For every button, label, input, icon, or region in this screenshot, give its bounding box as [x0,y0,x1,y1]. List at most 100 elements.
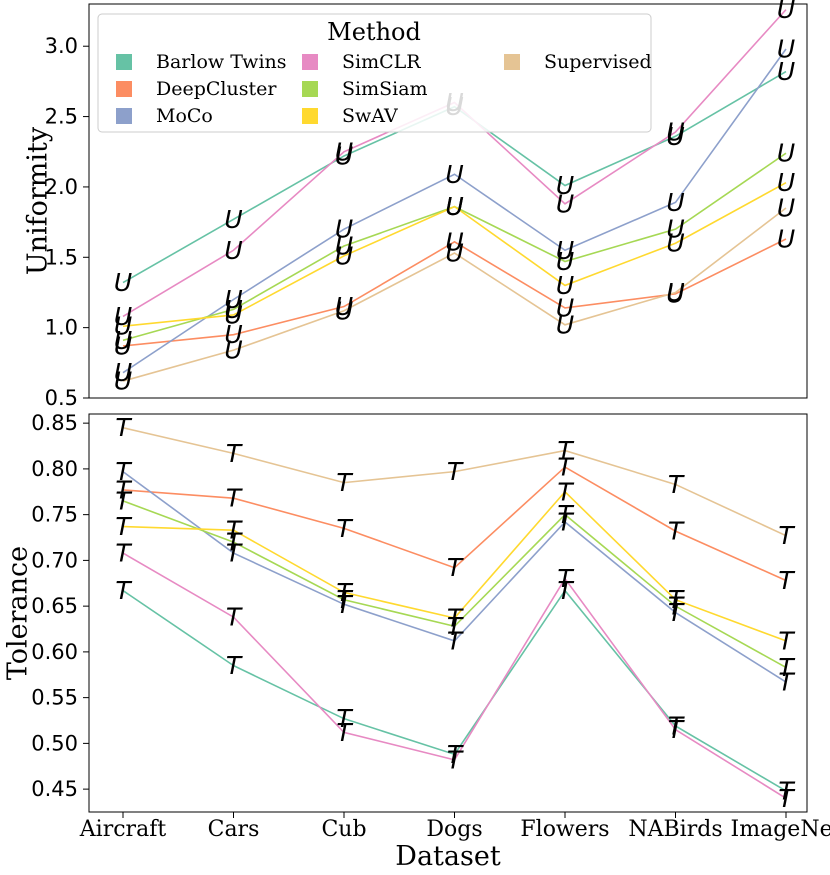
legend-swatch-simclr [302,54,318,70]
uniformity-marker-barlow-twins: U [114,268,132,297]
uniformity-marker-swav: U [335,241,353,270]
tolerance-plot-frame [88,413,808,813]
tolerance-marker-simclr: T [115,539,132,568]
uniformity-y-tick-label: 3.0 [45,34,78,58]
tolerance-marker-simsiam: T [778,653,795,682]
uniformity-marker-deepcluster: U [777,224,795,253]
uniformity-marker-barlow-twins: U [335,141,353,170]
tolerance-marker-simclr: T [447,745,464,774]
uniformity-marker-supervised: U [335,296,353,325]
tolerance-marker-simsiam: T [336,585,353,614]
tolerance-line-simsiam [122,500,787,669]
legend-label-moco: MoCo [156,105,213,127]
uniformity-marker-simclr: U [777,0,795,24]
dataset-x-tick-label: NABirds [628,817,722,842]
uniformity-marker-supervised: U [556,310,574,339]
legend-entries: Barlow Twins DeepCluster MoCo SimCLR SimSiam… [116,51,652,127]
tolerance-y-tick-label: 0.70 [31,548,78,572]
tolerance-marker-supervised: T [336,468,353,497]
uniformity-line-deepcluster [122,238,787,347]
tolerance-y-tick-label: 0.60 [31,640,78,664]
uniformity-marker-moco: U [335,215,353,244]
dataset-x-ticks: Aircraft Cars Cub Dogs Flowers NABirds ImageNe… [79,812,830,842]
tolerance-marker-deepcluster: T [226,484,243,513]
legend-swatch-simsiam [302,81,318,97]
uniformity-marker-moco: U [114,358,132,387]
uniformity-y-ticks: 0.5 1.0 1.5 2.0 2.5 3.0 [45,34,89,410]
tolerance-y-ticks: 0.45 0.50 0.55 0.60 0.65 0.70 0.75 0.80 0.85 [31,411,89,801]
tolerance-marker-moco: T [447,626,464,655]
legend-box [97,13,652,133]
uniformity-marker-simsiam: U [666,215,684,244]
uniformity-marker-simsiam: U [445,192,463,221]
dataset-x-tick-label: ImageNet [731,817,830,842]
legend-swatch-swav [302,108,318,124]
dataset-x-tick-label: Dogs [426,817,482,842]
uniformity-marker-moco: U [556,236,574,265]
uniformity-marker-moco: U [224,285,242,314]
uniformity-marker-moco: U [777,35,795,64]
uniformity-marker-deepcluster: U [556,293,574,322]
tolerance-marker-swav: T [115,512,132,541]
tolerance-marker-simsiam: T [226,528,243,557]
uniformity-y-tick-label: 1.0 [45,316,78,340]
uniformity-marker-supervised: U [224,336,242,365]
uniformity-marker-simsiam: U [114,326,132,355]
dataset-x-tick-label: Flowers [520,817,609,842]
tolerance-marker-moco: T [557,507,574,536]
uniformity-marker-swav: U [666,229,684,258]
uniformity-marker-barlow-twins: U [666,122,684,151]
tolerance-marker-supervised: T [557,436,574,465]
uniformity-marker-simsiam: U [335,232,353,261]
uniformity-line-supervised [122,207,787,382]
uniformity-marker-supervised: U [777,194,795,223]
tolerance-marker-barlow-twins: T [668,711,685,740]
tolerance-marker-swav: T [778,626,795,655]
uniformity-marker-moco: U [445,160,463,189]
tolerance-marker-deepcluster: T [557,453,574,482]
tolerance-marker-deepcluster: T [447,553,464,582]
uniformity-axis-label: Uniformity [23,126,54,275]
legend-label-simsiam: SimSiam [342,78,428,100]
tolerance-line-deepcluster [122,466,787,582]
legend-swatch-supervised [504,54,520,70]
tolerance-marker-simclr: T [336,718,353,747]
tolerance-marker-moco: T [336,590,353,619]
tolerance-marker-deepcluster: T [778,566,795,595]
dataset-x-tick-label: Cub [321,817,366,842]
uniformity-marker-simclr: U [666,118,684,147]
uniformity-line-moco [122,48,787,374]
tolerance-y-tick-label: 0.75 [31,503,78,527]
uniformity-marker-simclr: U [114,302,132,331]
tolerance-line-barlow-twins [122,589,787,792]
legend-label-barlow-twins: Barlow Twins [156,51,287,73]
tolerance-marker-swav: T [226,516,243,545]
legend-swatch-moco [116,108,132,124]
uniformity-marker-supervised: U [114,367,132,396]
tolerance-y-tick-label: 0.45 [31,777,78,801]
tolerance-marker-swav: T [557,477,574,506]
tolerance-marker-moco: T [226,539,243,568]
uniformity-marker-swav: U [777,168,795,197]
dataset-x-tick-label: Aircraft [79,817,167,842]
tolerance-marker-simclr: T [668,715,685,744]
tolerance-line-supervised [122,426,787,537]
dataset-axis-label: Dataset [395,841,501,872]
uniformity-marker-barlow-twins: U [556,171,574,200]
uniformity-marker-swav: U [445,192,463,221]
tolerance-marker-simclr: T [778,784,795,813]
tolerance-marker-simsiam: T [557,500,574,529]
uniformity-marker-deepcluster: U [224,320,242,349]
tolerance-marker-moco: T [115,457,132,486]
uniformity-marker-barlow-twins: U [224,205,242,234]
tolerance-marker-simsiam: T [447,612,464,641]
uniformity-marker-simclr: U [224,236,242,265]
uniformity-marker-moco: U [666,188,684,217]
tolerance-marker-moco: T [778,668,795,697]
tolerance-marker-swav: T [447,604,464,633]
uniformity-marker-simclr: U [556,189,574,218]
tolerance-marker-deepcluster: T [336,514,353,543]
uniformity-marker-simsiam: U [777,139,795,168]
uniformity-y-tick-label: 1.5 [45,245,78,269]
